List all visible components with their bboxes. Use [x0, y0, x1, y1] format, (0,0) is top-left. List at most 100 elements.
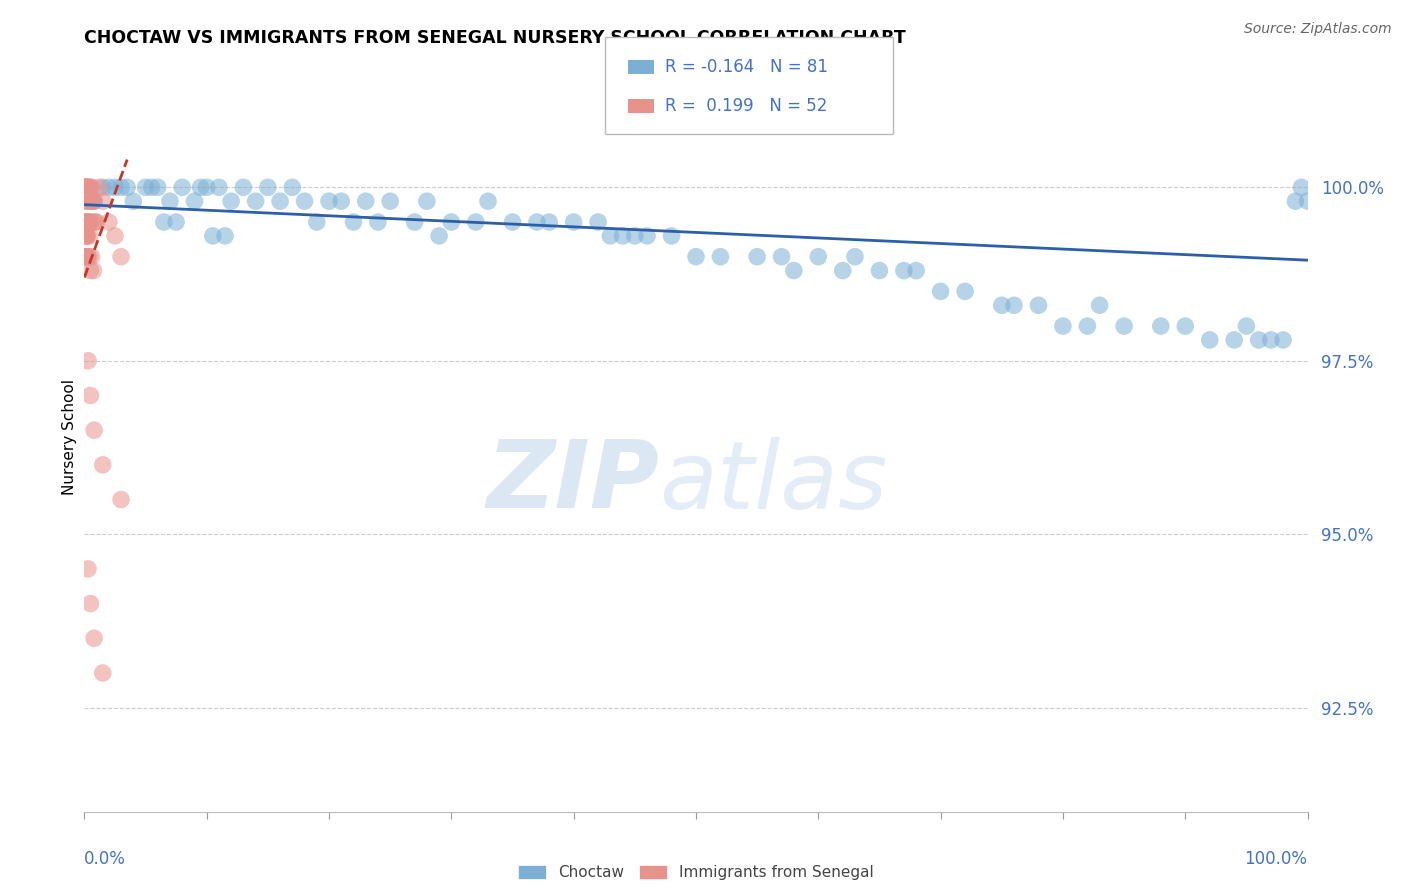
- Point: [172, 180, 194, 194]
- Point: [75, 228, 97, 243]
- Point: [77, 215, 100, 229]
- Point: [79, 597, 101, 611]
- Point: [214, 228, 236, 243]
- Point: [599, 228, 621, 243]
- Point: [135, 180, 157, 194]
- Point: [636, 228, 658, 243]
- Point: [91, 180, 114, 194]
- Point: [1296, 194, 1319, 209]
- Point: [807, 250, 830, 264]
- Point: [624, 228, 647, 243]
- Point: [77, 180, 100, 194]
- Point: [83, 423, 105, 437]
- Point: [318, 194, 340, 209]
- Point: [380, 194, 402, 209]
- Point: [844, 250, 866, 264]
- Point: [232, 180, 254, 194]
- Point: [219, 194, 242, 209]
- Point: [75, 215, 97, 229]
- Point: [1088, 298, 1111, 312]
- Point: [91, 194, 114, 209]
- Point: [87, 180, 110, 194]
- Point: [257, 180, 280, 194]
- Point: [153, 215, 176, 229]
- Text: R =  0.199   N = 52: R = 0.199 N = 52: [665, 97, 827, 115]
- Point: [1002, 298, 1025, 312]
- Point: [76, 180, 98, 194]
- Point: [83, 194, 105, 209]
- Point: [76, 194, 98, 209]
- Point: [77, 215, 100, 229]
- Point: [1174, 319, 1197, 334]
- Point: [201, 228, 224, 243]
- Text: atlas: atlas: [659, 436, 887, 527]
- Point: [770, 250, 793, 264]
- Text: R = -0.164   N = 81: R = -0.164 N = 81: [665, 58, 828, 76]
- Point: [1236, 319, 1258, 334]
- Point: [190, 180, 212, 194]
- Point: [79, 215, 101, 229]
- Point: [83, 632, 105, 646]
- Point: [75, 215, 97, 229]
- Point: [75, 180, 97, 194]
- Point: [1150, 319, 1173, 334]
- Text: 100.0%: 100.0%: [1244, 850, 1308, 868]
- Point: [77, 180, 100, 194]
- Point: [122, 194, 145, 209]
- Point: [440, 215, 463, 229]
- Point: [76, 228, 98, 243]
- Point: [783, 263, 806, 277]
- Point: [1272, 333, 1295, 347]
- Point: [342, 215, 364, 229]
- Point: [269, 194, 291, 209]
- Point: [75, 250, 97, 264]
- Point: [110, 492, 132, 507]
- Point: [183, 194, 205, 209]
- Y-axis label: Nursery School: Nursery School: [62, 379, 77, 495]
- Point: [747, 250, 769, 264]
- Text: ZIP: ZIP: [486, 436, 659, 528]
- Point: [75, 180, 97, 194]
- Point: [1284, 194, 1306, 209]
- Point: [1114, 319, 1136, 334]
- Point: [869, 263, 891, 277]
- Point: [831, 263, 853, 277]
- Point: [79, 180, 101, 194]
- Point: [75, 250, 97, 264]
- Point: [97, 215, 120, 229]
- Point: [929, 285, 952, 299]
- Point: [612, 228, 634, 243]
- Point: [76, 194, 98, 209]
- Point: [404, 215, 426, 229]
- Point: [76, 180, 98, 194]
- Point: [83, 194, 105, 209]
- Point: [709, 250, 731, 264]
- Point: [526, 215, 548, 229]
- Point: [1076, 319, 1098, 334]
- Point: [427, 228, 450, 243]
- Point: [1260, 333, 1282, 347]
- Point: [538, 215, 561, 229]
- Point: [685, 250, 707, 264]
- Point: [73, 180, 96, 194]
- Point: [110, 180, 132, 194]
- Point: [294, 194, 316, 209]
- Point: [502, 215, 524, 229]
- Point: [1223, 333, 1246, 347]
- Point: [76, 228, 98, 243]
- Point: [1291, 180, 1313, 194]
- Point: [416, 194, 439, 209]
- Point: [76, 250, 98, 264]
- Point: [76, 250, 98, 264]
- Point: [893, 263, 915, 277]
- Point: [80, 250, 103, 264]
- Point: [80, 180, 103, 194]
- Point: [953, 285, 976, 299]
- Point: [905, 263, 928, 277]
- Point: [1247, 333, 1270, 347]
- Point: [104, 228, 127, 243]
- Point: [77, 180, 100, 194]
- Point: [991, 298, 1014, 312]
- Legend: Choctaw, Immigrants from Senegal: Choctaw, Immigrants from Senegal: [512, 859, 880, 887]
- Point: [77, 215, 100, 229]
